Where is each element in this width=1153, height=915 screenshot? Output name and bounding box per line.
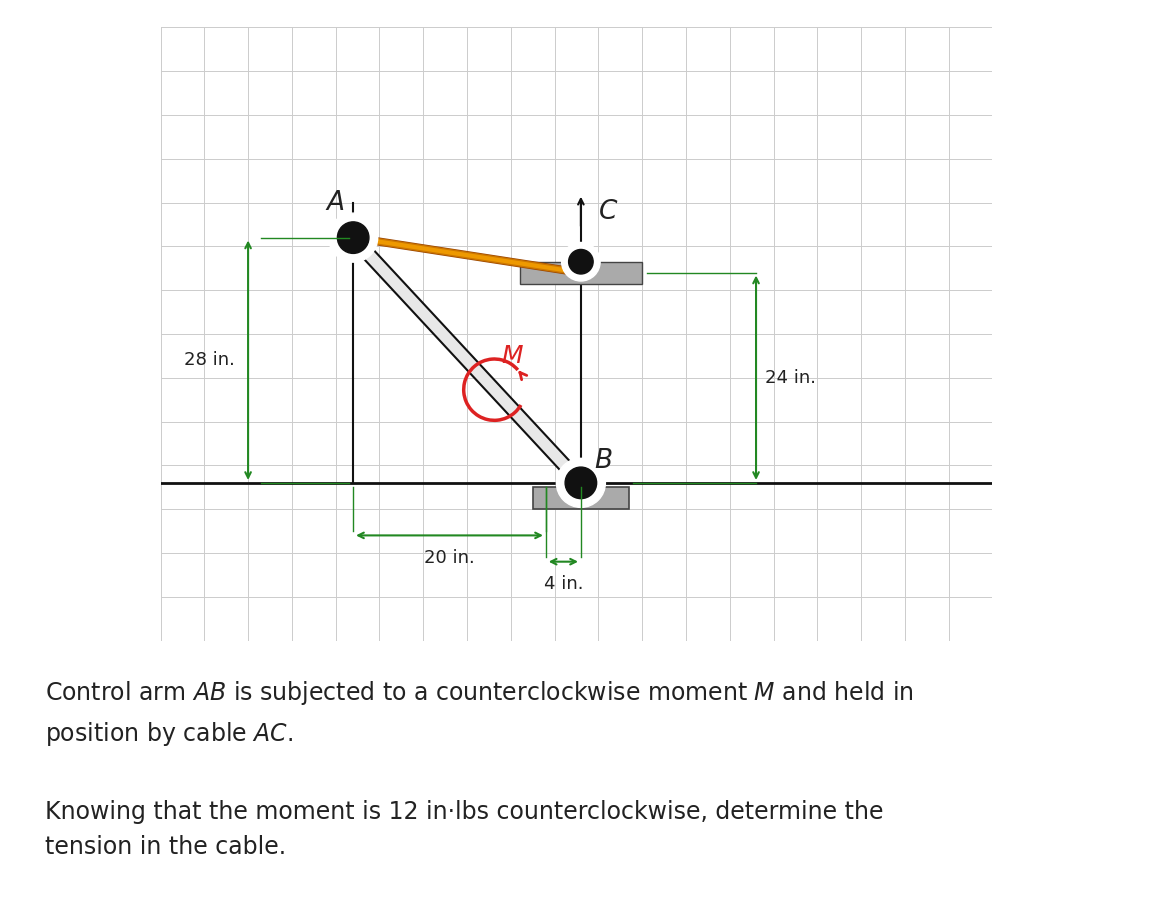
Bar [533,487,630,509]
Text: A: A [326,189,345,216]
Circle shape [338,221,369,253]
Bar [520,262,642,284]
Text: C: C [598,199,617,224]
Text: 28 in.: 28 in. [184,351,235,370]
Circle shape [329,213,378,263]
Text: Knowing that the moment is 12 in·lbs counterclockwise, determine the
tension in : Knowing that the moment is 12 in·lbs cou… [45,800,884,859]
Bar [336,231,371,244]
Text: 20 in.: 20 in. [424,549,475,566]
Text: 24 in.: 24 in. [764,369,816,387]
Text: M: M [502,344,523,368]
Circle shape [562,242,601,281]
Text: 4 in.: 4 in. [543,575,583,593]
Text: Control arm $AB$ is subjected to a counterclockwise moment $M$ and held in
posit: Control arm $AB$ is subjected to a count… [45,679,914,748]
Circle shape [557,458,605,508]
Text: B: B [594,448,612,474]
Circle shape [568,250,593,274]
Circle shape [565,467,596,499]
